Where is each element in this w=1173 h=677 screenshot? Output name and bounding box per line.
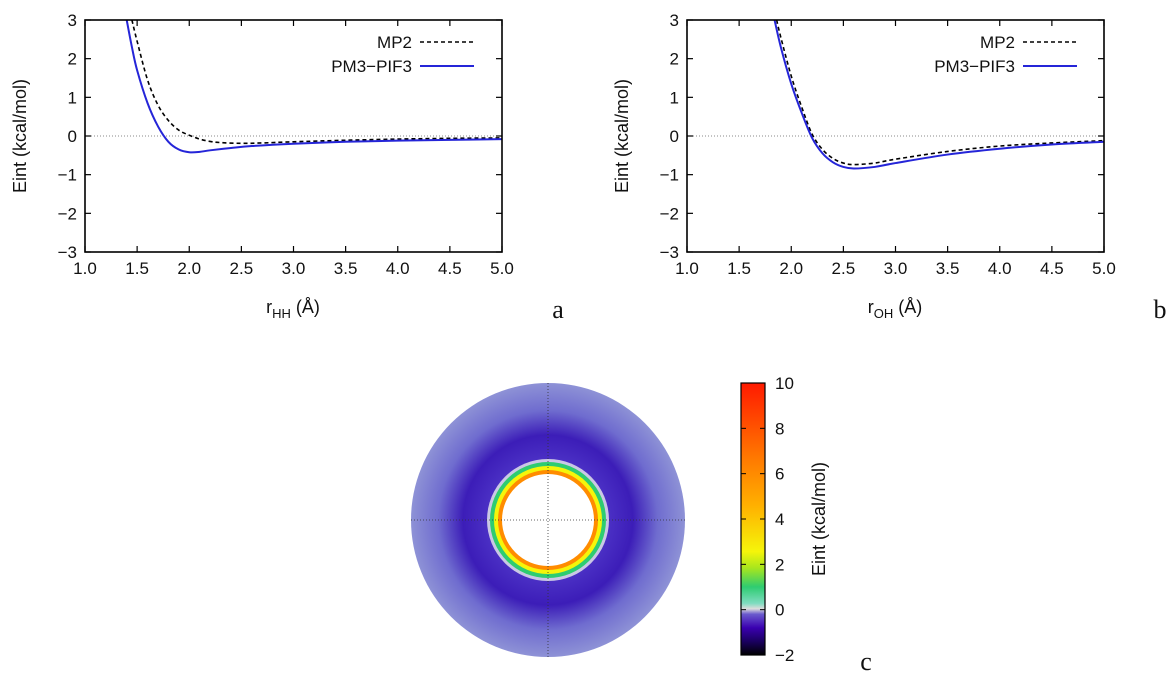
series-mp2-line-b (775, 20, 1104, 166)
x-tick-label: 4.5 (1040, 259, 1064, 278)
x-tick-label: 4.5 (438, 259, 462, 278)
x-tick-label: 3.0 (282, 259, 306, 278)
x-tick-label: 2.0 (779, 259, 803, 278)
chart-b: 1.0 1.5 2.0 2.5 3.0 3.5 4.0 4.5 5.0 3 2 1 0 −1 −2 −3 MP… (612, 11, 1167, 324)
x-tick-label: 5.0 (490, 259, 514, 278)
y-tick-label: 2 (670, 50, 679, 69)
x-tick-label: 4.0 (988, 259, 1012, 278)
plot-frame-b (686, 19, 1105, 253)
x-tick-label: 3.0 (884, 259, 908, 278)
series-mp2-line-a (131, 20, 502, 145)
x-axis-label-b: rOH (Å) (868, 297, 923, 321)
y-tick-label: −3 (660, 243, 679, 262)
legend-b: MP2 PM3−PIF3 (934, 33, 1077, 76)
y-tick-label: −3 (58, 243, 77, 262)
panel-label-c: c (860, 647, 872, 676)
x-tick-label: 1.5 (125, 259, 149, 278)
colorbar-tick-label: 6 (775, 465, 784, 484)
heatmap-core (502, 474, 594, 566)
y-tick-label: 2 (68, 50, 77, 69)
x-tick-label: 1.5 (727, 259, 751, 278)
x-tick-label: 5.0 (1092, 259, 1116, 278)
legend-label-mp2-a: MP2 (377, 33, 412, 52)
ticks-a: 1.0 1.5 2.0 2.5 3.0 3.5 4.0 4.5 5.0 3 2 1 0 −1 −2 −3 (58, 11, 514, 278)
x-tick-label: 2.5 (832, 259, 856, 278)
colorbar-tick-label: 8 (775, 419, 784, 438)
colorbar-tick-label: −2 (775, 646, 794, 665)
legend-a: MP2 PM3−PIF3 (331, 33, 474, 76)
x-tick-label: 1.0 (675, 259, 699, 278)
chart-c-heatmap: 10 8 6 4 2 0 −2 Eint (kcal/mol) c (411, 374, 872, 676)
y-tick-label: −2 (660, 204, 679, 223)
x-tick-label: 2.5 (230, 259, 254, 278)
legend-label-pm3-a: PM3−PIF3 (331, 57, 412, 76)
y-tick-label: 0 (670, 127, 679, 146)
y-axis-label-b: Eint (kcal/mol) (612, 79, 632, 193)
colorbar-tick-label: 4 (775, 510, 784, 529)
y-axis-label-a: Eint (kcal/mol) (10, 79, 30, 193)
y-tick-label: −1 (660, 166, 679, 185)
ticks-b: 1.0 1.5 2.0 2.5 3.0 3.5 4.0 4.5 5.0 3 2 1 0 −1 −2 −3 (660, 11, 1116, 278)
legend-label-pm3-b: PM3−PIF3 (934, 57, 1015, 76)
legend-label-mp2-b: MP2 (980, 33, 1015, 52)
series-pm3-pif3-line-b (773, 20, 1104, 170)
colorbar-ticks: 10 8 6 4 2 0 −2 (741, 374, 794, 665)
series-pm3-pif3-line-a (125, 20, 502, 154)
colorbar-tick-label: 2 (775, 555, 784, 574)
x-tick-label: 4.0 (386, 259, 410, 278)
chart-a: 1.0 1.5 2.0 2.5 3.0 3.5 4.0 4.5 5.0 3 2 1 0 −1 −2 −3 MP… (10, 11, 564, 324)
x-axis-label-a: rHH (Å) (266, 297, 320, 321)
y-tick-label: 1 (670, 88, 679, 107)
y-tick-label: 3 (670, 11, 679, 30)
colorbar-tick-label: 0 (775, 601, 784, 620)
y-tick-label: 1 (68, 88, 77, 107)
x-tick-label: 3.5 (334, 259, 358, 278)
y-tick-label: 0 (68, 127, 77, 146)
y-tick-label: −1 (58, 166, 77, 185)
y-tick-label: −2 (58, 204, 77, 223)
panel-label-a: a (552, 295, 564, 324)
colorbar-label: Eint (kcal/mol) (809, 462, 829, 576)
x-tick-label: 1.0 (73, 259, 97, 278)
y-tick-label: 3 (68, 11, 77, 30)
x-tick-label: 2.0 (177, 259, 201, 278)
panel-label-b: b (1154, 295, 1167, 324)
x-tick-label: 3.5 (936, 259, 960, 278)
plot-frame-a (84, 19, 503, 253)
colorbar-tick-label: 10 (775, 374, 794, 393)
